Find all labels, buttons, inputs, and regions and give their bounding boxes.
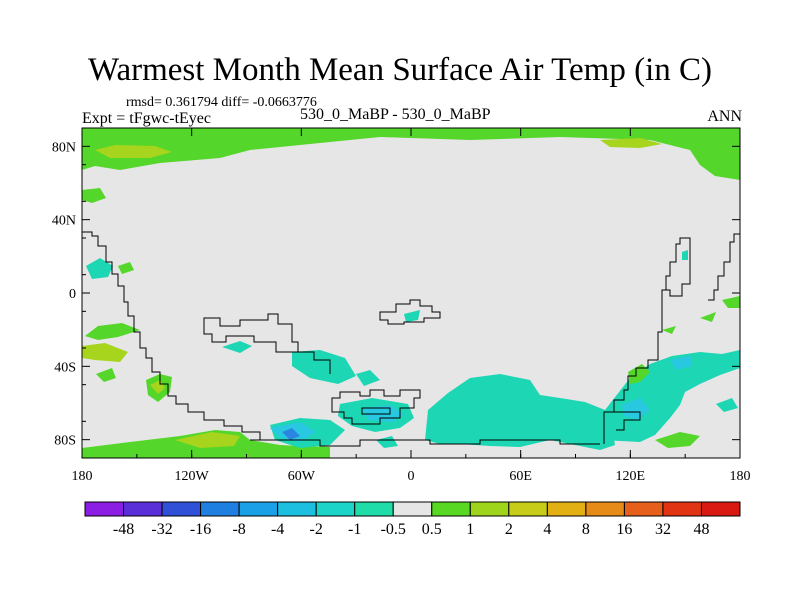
coastlines bbox=[82, 231, 740, 447]
coast-south-3 bbox=[361, 407, 391, 415]
colorbar-swatch bbox=[200, 501, 240, 517]
colorbar-swatch bbox=[161, 501, 202, 517]
coast-island bbox=[379, 299, 441, 325]
x-axis: 180 120W 60W 0 60E 120E 180 bbox=[72, 128, 751, 484]
stats-text: rmsd= 0.361794 diff= -0.0663776 bbox=[126, 95, 317, 110]
colorbar-label: 32 bbox=[655, 521, 671, 538]
patch-east-cyan-2 bbox=[670, 356, 692, 370]
colorbar-swatch bbox=[585, 501, 625, 517]
subtitle: 530_0_MaBP - 530_0_MaBP bbox=[300, 106, 491, 123]
coast-west bbox=[82, 231, 290, 441]
colorbar-label: 0.5 bbox=[422, 521, 442, 538]
patch-sw-2 bbox=[82, 343, 128, 362]
coast-south-4 bbox=[250, 439, 600, 447]
colorbar-label: 1 bbox=[466, 521, 474, 538]
colorbar-swatch bbox=[123, 501, 163, 517]
coast-south-2 bbox=[331, 389, 421, 425]
patch-east-small-2 bbox=[662, 326, 676, 334]
period-label: ANN bbox=[707, 108, 742, 125]
colorbar-swatch bbox=[84, 501, 125, 517]
colorbar-swatch bbox=[469, 501, 510, 517]
patch-east-south bbox=[655, 432, 700, 448]
colorbar-swatch bbox=[277, 501, 317, 517]
colorbar-label: -48 bbox=[113, 521, 134, 538]
experiment-label: Expt = tFgwc-tEyec bbox=[82, 110, 211, 127]
arctic-band bbox=[82, 128, 740, 180]
patch-east-small-1 bbox=[716, 398, 738, 412]
x-tick-label: 60W bbox=[288, 469, 316, 484]
colorbar-label: -16 bbox=[190, 521, 211, 538]
x-tick-label: 60E bbox=[509, 469, 532, 484]
colorbar-label: -2 bbox=[310, 521, 323, 538]
patch-nw-1 bbox=[82, 188, 106, 203]
colorbar-label: 16 bbox=[616, 521, 632, 538]
colorbar-label: -4 bbox=[271, 521, 284, 538]
colorbar-label: -32 bbox=[151, 521, 172, 538]
arctic-patch-yg bbox=[95, 145, 172, 158]
colorbar-swatch bbox=[238, 501, 279, 517]
x-tick-label: 120E bbox=[616, 469, 646, 484]
patch-south-large bbox=[425, 374, 615, 450]
x-tick-label: 120W bbox=[175, 469, 210, 484]
colorbar-label: -1 bbox=[348, 521, 361, 538]
colorbar-swatch bbox=[354, 501, 394, 517]
colorbar-swatch bbox=[700, 501, 741, 517]
colorbar-label: 8 bbox=[582, 521, 590, 538]
colorbar-swatch bbox=[315, 501, 356, 517]
patch-east-small-5 bbox=[682, 250, 688, 260]
y-tick-label: 80N bbox=[52, 140, 76, 155]
y-tick-label: 80S bbox=[54, 434, 76, 449]
plot-title: Warmest Month Mean Surface Air Temp (in … bbox=[87, 52, 713, 88]
patch-east-cyan bbox=[622, 398, 650, 420]
colorbar-label: 4 bbox=[543, 521, 551, 538]
y-axis: 80N 40N 0 40S 80S bbox=[52, 127, 740, 459]
patch-central-9 bbox=[376, 436, 398, 448]
coast-central bbox=[203, 313, 299, 353]
patch-east-small-4 bbox=[722, 296, 740, 308]
colorbar-label: 2 bbox=[505, 521, 513, 538]
coast-east-2 bbox=[708, 233, 740, 301]
patch-central-2 bbox=[292, 350, 356, 384]
colorbar-swatch bbox=[546, 501, 587, 517]
colorbar-swatch bbox=[508, 501, 548, 517]
x-tick-label: 0 bbox=[408, 469, 415, 484]
coast-east-3 bbox=[614, 411, 641, 431]
colorbar-label: -0.5 bbox=[381, 521, 406, 538]
southern-band-yg bbox=[175, 432, 240, 448]
colorbar-label: 48 bbox=[693, 521, 709, 538]
patch-east-green bbox=[628, 364, 650, 384]
y-tick-label: 0 bbox=[69, 287, 76, 302]
patch-central-6 bbox=[282, 428, 300, 440]
colorbar-swatch bbox=[623, 501, 664, 517]
patch-sw-1 bbox=[85, 323, 140, 340]
y-tick-label: 40S bbox=[54, 360, 76, 375]
patch-east-small-3 bbox=[700, 312, 716, 322]
patch-nw-3 bbox=[118, 262, 134, 274]
colorbar-swatch bbox=[662, 501, 702, 517]
temperature-field bbox=[82, 128, 740, 458]
patch-sw-3 bbox=[96, 368, 116, 382]
patch-central-10 bbox=[404, 310, 420, 322]
patch-central-3 bbox=[356, 370, 380, 386]
colorbar: -48 -32 -16 -8 -4 -2 -1 -0.5 0.5 1 2 4 8 16 32 48 bbox=[84, 501, 741, 538]
x-tick-label: 180 bbox=[72, 469, 93, 484]
y-tick-label: 40N bbox=[52, 214, 76, 229]
colorbar-label: -8 bbox=[232, 521, 245, 538]
colorbar-swatch bbox=[431, 501, 471, 517]
patch-central-1 bbox=[222, 341, 252, 353]
arctic-patch-east bbox=[600, 138, 662, 148]
coast-east bbox=[603, 237, 691, 444]
coast-south-1 bbox=[292, 351, 331, 374]
patch-nw-2 bbox=[86, 258, 113, 279]
x-tick-label: 180 bbox=[730, 469, 751, 484]
colorbar-swatch bbox=[392, 501, 433, 517]
